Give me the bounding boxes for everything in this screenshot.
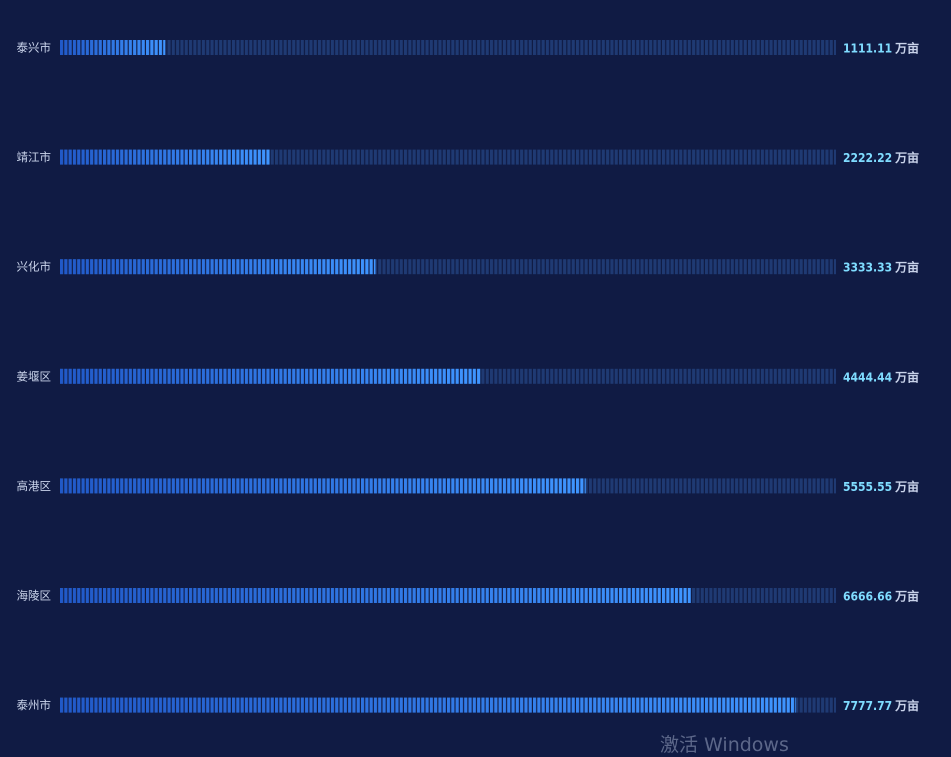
bar (60, 588, 691, 603)
bar-row: 靖江市 2222.22 万亩 (17, 149, 919, 165)
bar-row: 海陵区 6666.66 万亩 (17, 588, 919, 604)
value-unit: 万亩 (894, 150, 919, 165)
value-unit: 万亩 (894, 589, 919, 604)
category-label: 泰兴市 (17, 41, 52, 55)
bar-track (60, 40, 836, 55)
value-number: 1111.11 (843, 42, 892, 56)
bar-row: 姜堰区 4444.44 万亩 (17, 368, 919, 384)
bar-row: 泰州市 7777.77 万亩 (17, 697, 919, 713)
bar-row: 泰兴市 1111.11 万亩 (17, 40, 919, 56)
value-label: 6666.66 万亩 (843, 589, 919, 604)
bar-row: 兴化市 3333.33 万亩 (17, 259, 919, 275)
category-label: 泰州市 (17, 698, 52, 712)
value-unit: 万亩 (894, 260, 919, 275)
value-unit: 万亩 (894, 369, 919, 384)
value-label: 2222.22 万亩 (843, 150, 919, 165)
category-label: 海陵区 (17, 589, 52, 603)
bar (60, 697, 797, 713)
value-unit: 万亩 (894, 41, 919, 56)
value-label: 7777.77 万亩 (843, 698, 919, 713)
category-label: 靖江市 (17, 150, 52, 164)
value-label: 3333.33 万亩 (843, 260, 919, 275)
category-label: 兴化市 (17, 260, 52, 274)
value-number: 3333.33 (843, 261, 892, 275)
value-label: 5555.55 万亩 (843, 479, 919, 494)
bar (60, 259, 376, 275)
value-unit: 万亩 (894, 698, 919, 713)
category-label: 高港区 (17, 479, 52, 493)
value-number: 5555.55 (843, 480, 892, 494)
value-number: 2222.22 (843, 151, 892, 165)
bar (60, 478, 586, 494)
bar (60, 149, 271, 165)
value-label: 1111.11 万亩 (843, 41, 919, 56)
bar-row: 高港区 5555.55 万亩 (17, 478, 919, 494)
bar (60, 368, 481, 384)
bar (60, 40, 166, 55)
value-number: 4444.44 (843, 370, 893, 384)
category-label: 姜堰区 (17, 369, 52, 383)
value-number: 7777.77 (843, 699, 892, 713)
value-label: 4444.44 万亩 (843, 369, 919, 384)
value-number: 6666.66 (843, 590, 892, 604)
value-unit: 万亩 (894, 479, 919, 494)
